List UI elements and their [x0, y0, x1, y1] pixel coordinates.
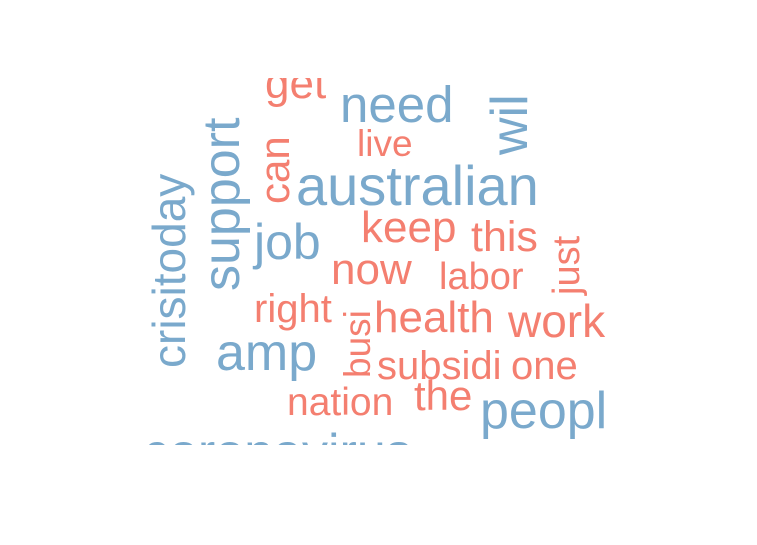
word-the: the	[414, 372, 473, 419]
word-labor: labor	[439, 256, 524, 298]
word-amp: amp	[216, 324, 318, 382]
word-this: this	[471, 213, 538, 261]
word-peopl: peopl	[480, 382, 608, 440]
word-can: can	[251, 136, 298, 204]
word-get: get	[265, 78, 327, 108]
word-one: one	[511, 344, 578, 388]
word-right: right	[254, 287, 332, 331]
word-wil: wil	[481, 94, 539, 155]
word-support: support	[193, 117, 251, 291]
word-need: need	[340, 78, 454, 133]
word-cloud-area: coronavirus australian need peopl crisit…	[0, 78, 757, 445]
word-keep: keep	[361, 203, 457, 252]
word-subsidi: subsidi	[377, 344, 502, 388]
word-work: work	[508, 295, 606, 347]
word-health: health	[374, 293, 494, 342]
word-now: now	[331, 245, 412, 294]
word-job: job	[254, 214, 321, 270]
word-just: just	[546, 235, 588, 295]
word-nation: nation	[287, 381, 394, 424]
word-live: live	[357, 123, 413, 164]
word-australian: australian	[296, 154, 539, 217]
word-coronavirus: coronavirus	[143, 427, 412, 445]
word-busi: busi	[337, 310, 378, 378]
word-crisitoday: crisitoday	[143, 173, 195, 368]
